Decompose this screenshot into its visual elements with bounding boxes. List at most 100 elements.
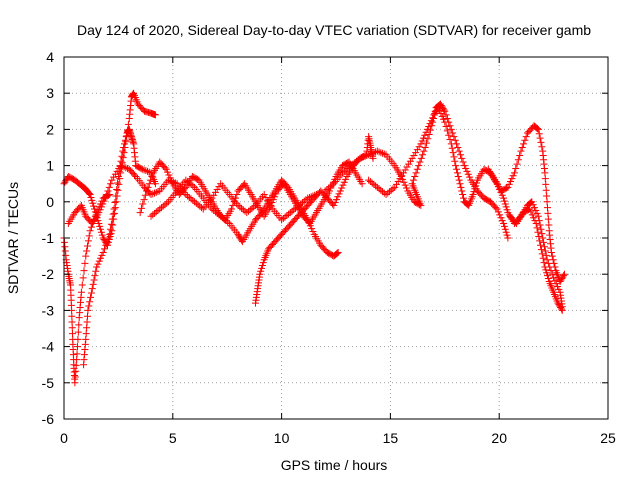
data-point (285, 210, 293, 218)
series-s7 (251, 133, 377, 307)
data-point (213, 209, 221, 217)
data-point (110, 173, 118, 181)
data-point (446, 122, 454, 130)
data-point (554, 283, 562, 291)
data-point (421, 131, 429, 139)
data-point (95, 257, 103, 265)
data-point (530, 204, 538, 212)
data-point (456, 180, 464, 188)
data-point (119, 154, 127, 162)
data-point (549, 256, 557, 264)
data-point (151, 209, 159, 217)
data-point (157, 204, 165, 212)
data-point (494, 208, 502, 216)
chart-title: Day 124 of 2020, Sidereal Day-to-day VTE… (77, 22, 591, 38)
data-point (196, 202, 204, 210)
data-point (443, 127, 451, 135)
data-point (502, 228, 510, 236)
data-point (520, 140, 528, 148)
data-point (230, 198, 238, 206)
data-point (386, 188, 394, 196)
data-point (540, 259, 548, 267)
data-point (83, 247, 91, 255)
data-point (408, 154, 416, 162)
data-point (140, 166, 148, 174)
data-point (552, 280, 560, 288)
data-point (224, 218, 232, 226)
data-point (449, 129, 457, 137)
data-point (509, 172, 517, 180)
data-point (454, 172, 462, 180)
data-point (411, 172, 419, 180)
data-point (352, 157, 360, 165)
data-point (541, 263, 549, 271)
data-point (406, 157, 414, 165)
data-point (405, 160, 413, 168)
y-tick-label: 1 (46, 158, 54, 174)
data-point (460, 194, 468, 202)
data-point (548, 252, 556, 260)
series-s5 (136, 158, 366, 228)
data-point (438, 103, 446, 111)
data-point (555, 301, 563, 309)
data-point (161, 201, 169, 209)
data-point (111, 199, 119, 207)
data-point (98, 251, 106, 259)
data-point (540, 243, 548, 251)
data-point (508, 175, 516, 183)
data-point (419, 151, 427, 159)
data-point (149, 190, 157, 198)
data-point (342, 175, 350, 183)
data-point (557, 276, 565, 284)
data-point (97, 254, 105, 262)
data-point (537, 246, 545, 254)
data-point (100, 245, 108, 253)
data-point (441, 107, 449, 115)
data-point (61, 178, 69, 186)
data-point (100, 197, 108, 205)
data-point (429, 114, 437, 122)
data-point (437, 109, 445, 117)
data-point (94, 260, 102, 268)
data-point (366, 150, 374, 158)
data-point (137, 164, 145, 172)
data-point (421, 144, 429, 151)
data-point (139, 200, 147, 208)
data-point (363, 151, 371, 159)
data-point (137, 204, 145, 212)
data-point (427, 117, 435, 125)
data-point (365, 176, 373, 184)
data-point (455, 147, 463, 155)
data-point (215, 183, 223, 191)
data-point (550, 259, 558, 267)
data-point (309, 227, 317, 235)
data-point (151, 111, 159, 119)
data-point (159, 202, 167, 210)
data-point (377, 186, 385, 194)
y-tick-label: -4 (42, 339, 55, 355)
data-point (392, 180, 400, 188)
data-point (73, 343, 81, 351)
data-point (166, 174, 174, 182)
data-point (534, 212, 542, 220)
data-point (514, 156, 522, 164)
data-point (104, 234, 112, 242)
data-point (513, 160, 521, 168)
data-point (335, 190, 343, 198)
data-point (323, 185, 331, 193)
data-point (326, 183, 334, 191)
data-point (345, 163, 353, 171)
data-point (85, 189, 93, 197)
data-point (121, 136, 129, 144)
data-point (503, 231, 511, 239)
data-point (122, 164, 130, 172)
data-point (103, 238, 111, 246)
data-point (377, 149, 385, 157)
data-point (140, 196, 148, 204)
data-point (408, 180, 416, 188)
data-point (97, 225, 105, 233)
data-point (504, 234, 512, 242)
data-point (430, 111, 438, 119)
data-point (97, 228, 105, 236)
